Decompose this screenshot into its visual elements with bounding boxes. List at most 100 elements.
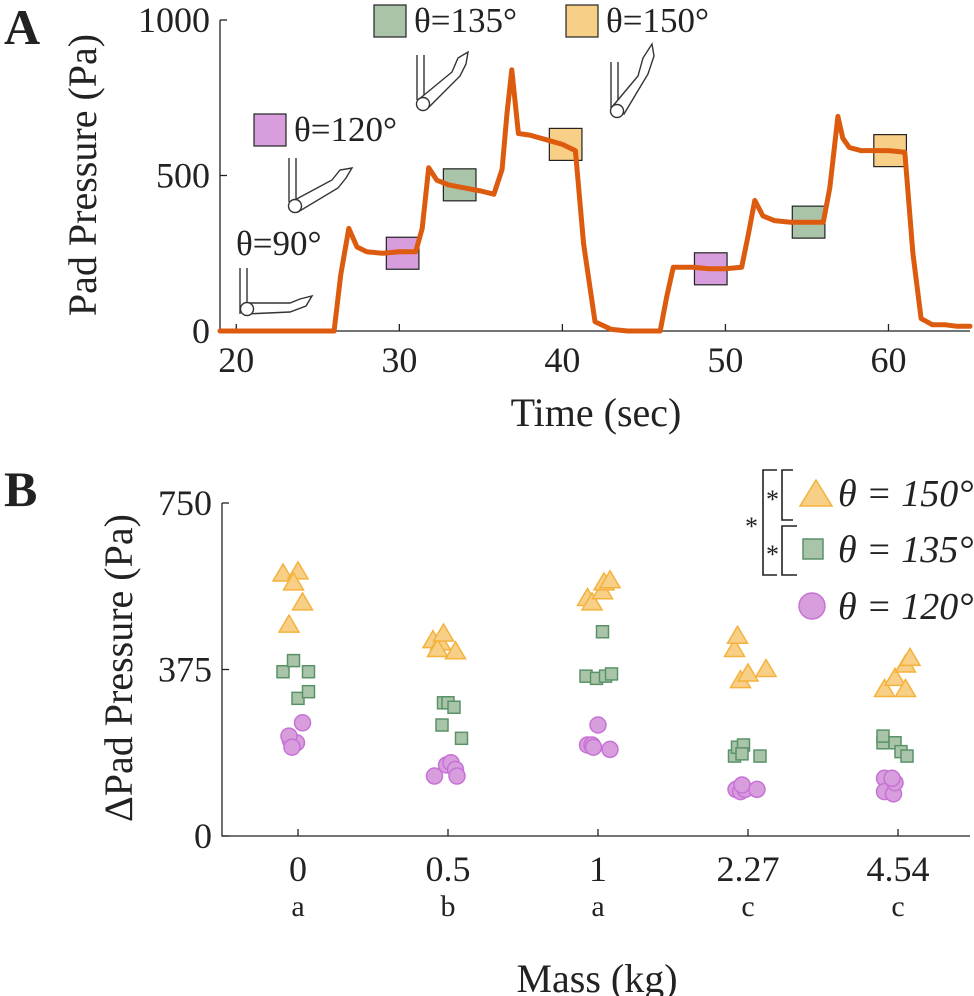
y-tick-label: 1000 bbox=[138, 0, 210, 40]
finger-135-icon bbox=[415, 50, 469, 112]
significance-star-upper: * bbox=[766, 485, 779, 514]
angle-annotation-150: θ=150° bbox=[565, 1, 709, 119]
y-tick-label: 375 bbox=[158, 650, 212, 690]
point-circle bbox=[589, 716, 607, 734]
point-circle bbox=[601, 740, 619, 759]
angle-120-swatch bbox=[253, 113, 287, 147]
point-triangle bbox=[432, 622, 455, 642]
point-circle bbox=[293, 714, 312, 732]
point-circle bbox=[748, 780, 766, 799]
point-square bbox=[276, 664, 290, 679]
x-tick-label: 30 bbox=[381, 340, 417, 380]
group-letter: c bbox=[741, 890, 754, 923]
point-square bbox=[447, 700, 461, 714]
x-tick-label: 2.27 bbox=[717, 849, 780, 889]
legend-150-label: θ = 150° bbox=[838, 473, 974, 515]
legend: θ = 150° θ = 135° θ = 120° * * * bbox=[745, 469, 974, 628]
panel-a-xlabel: Time (sec) bbox=[511, 390, 682, 435]
point-triangle bbox=[282, 571, 305, 591]
point-square bbox=[876, 729, 890, 743]
point-square bbox=[454, 731, 469, 746]
x-tick-label: 40 bbox=[544, 340, 580, 380]
legend-120-label: θ = 120° bbox=[838, 586, 974, 628]
legend-135-label: θ = 135° bbox=[838, 529, 974, 571]
angle-135-label: θ=135° bbox=[414, 1, 517, 40]
group-letter: a bbox=[591, 890, 604, 923]
finger-120-icon bbox=[287, 158, 354, 214]
angle-135-swatch bbox=[373, 4, 407, 38]
angle-150-label: θ=150° bbox=[606, 1, 709, 40]
legend-circle-icon bbox=[798, 592, 826, 620]
group-letter: c bbox=[891, 890, 904, 923]
point-circle bbox=[883, 769, 901, 788]
point-square bbox=[301, 684, 316, 699]
angle-annotation-135: θ=135° bbox=[373, 1, 517, 112]
y-tick-label: 500 bbox=[156, 156, 210, 196]
point-square bbox=[595, 625, 610, 639]
x-tick-label: 1 bbox=[589, 849, 607, 889]
point-square bbox=[435, 718, 449, 732]
panel-a-ticks: 20 30 40 50 60 0 500 1000 bbox=[138, 0, 906, 380]
point-circle bbox=[733, 776, 751, 794]
angle-120-label: θ=120° bbox=[294, 110, 397, 149]
point-square bbox=[604, 667, 619, 681]
y-tick-label: 0 bbox=[194, 816, 212, 856]
panel-b-xlabel: Mass (kg) bbox=[516, 956, 677, 996]
point-triangle bbox=[723, 638, 746, 658]
significance-star-lower: * bbox=[766, 540, 779, 569]
y-tick-label: 0 bbox=[192, 311, 210, 351]
x-tick-label: 0.5 bbox=[426, 849, 471, 889]
panel-b: B ΔPad Pressure (Pa) Mass (kg) 03757500a… bbox=[4, 461, 974, 996]
panel-a: A Pad Pressure (Pa) Time (sec) 20 30 40 50 6… bbox=[4, 0, 973, 435]
angle-90-label: θ=90° bbox=[236, 224, 322, 263]
angle-annotation-90: θ=90° bbox=[236, 224, 322, 317]
point-triangle bbox=[444, 640, 467, 660]
point-triangle bbox=[426, 638, 449, 658]
point-circle bbox=[283, 738, 301, 756]
point-triangle bbox=[736, 662, 760, 682]
point-triangle bbox=[291, 591, 314, 611]
x-tick-label: 60 bbox=[870, 340, 906, 380]
panel-a-label: A bbox=[4, 0, 40, 55]
y-tick-label: 750 bbox=[158, 483, 212, 523]
point-triangle bbox=[883, 666, 907, 687]
pressure-series-line bbox=[217, 67, 973, 334]
finger-90-icon bbox=[239, 268, 314, 317]
significance-star-outer: * bbox=[745, 512, 758, 541]
x-tick-label: 4.54 bbox=[867, 849, 930, 889]
legend-triangle-icon bbox=[798, 478, 834, 507]
finger-150-icon bbox=[609, 42, 655, 119]
point-triangle bbox=[873, 678, 896, 698]
group-letter: a bbox=[291, 890, 304, 923]
point-square bbox=[301, 664, 316, 679]
panel-b-points bbox=[271, 560, 922, 803]
group-letter: b bbox=[441, 890, 456, 923]
x-tick-label: 50 bbox=[707, 340, 743, 380]
point-triangle bbox=[898, 646, 922, 667]
point-circle bbox=[448, 767, 466, 785]
panel-b-ylabel: ΔPad Pressure (Pa) bbox=[96, 514, 141, 822]
x-tick-label: 0 bbox=[289, 849, 307, 889]
point-circle bbox=[425, 767, 444, 785]
panel-b-label: B bbox=[4, 461, 37, 517]
point-triangle bbox=[726, 624, 749, 644]
point-square bbox=[753, 749, 767, 763]
x-tick-label: 20 bbox=[218, 340, 254, 380]
point-triangle bbox=[580, 591, 604, 611]
angle-150-swatch bbox=[565, 4, 599, 38]
angle-annotation-120: θ=120° bbox=[253, 110, 397, 214]
point-triangle bbox=[598, 569, 622, 589]
point-triangle bbox=[277, 613, 301, 633]
panel-a-ylabel: Pad Pressure (Pa) bbox=[60, 34, 105, 316]
panel-a-axes bbox=[219, 20, 970, 332]
point-triangle bbox=[271, 562, 295, 582]
point-square bbox=[900, 749, 914, 763]
point-triangle bbox=[894, 678, 917, 698]
significance-brackets bbox=[762, 469, 797, 576]
legend-square-icon bbox=[802, 538, 824, 560]
point-triangle bbox=[754, 658, 778, 678]
point-square bbox=[286, 653, 301, 668]
point-square bbox=[735, 747, 749, 761]
